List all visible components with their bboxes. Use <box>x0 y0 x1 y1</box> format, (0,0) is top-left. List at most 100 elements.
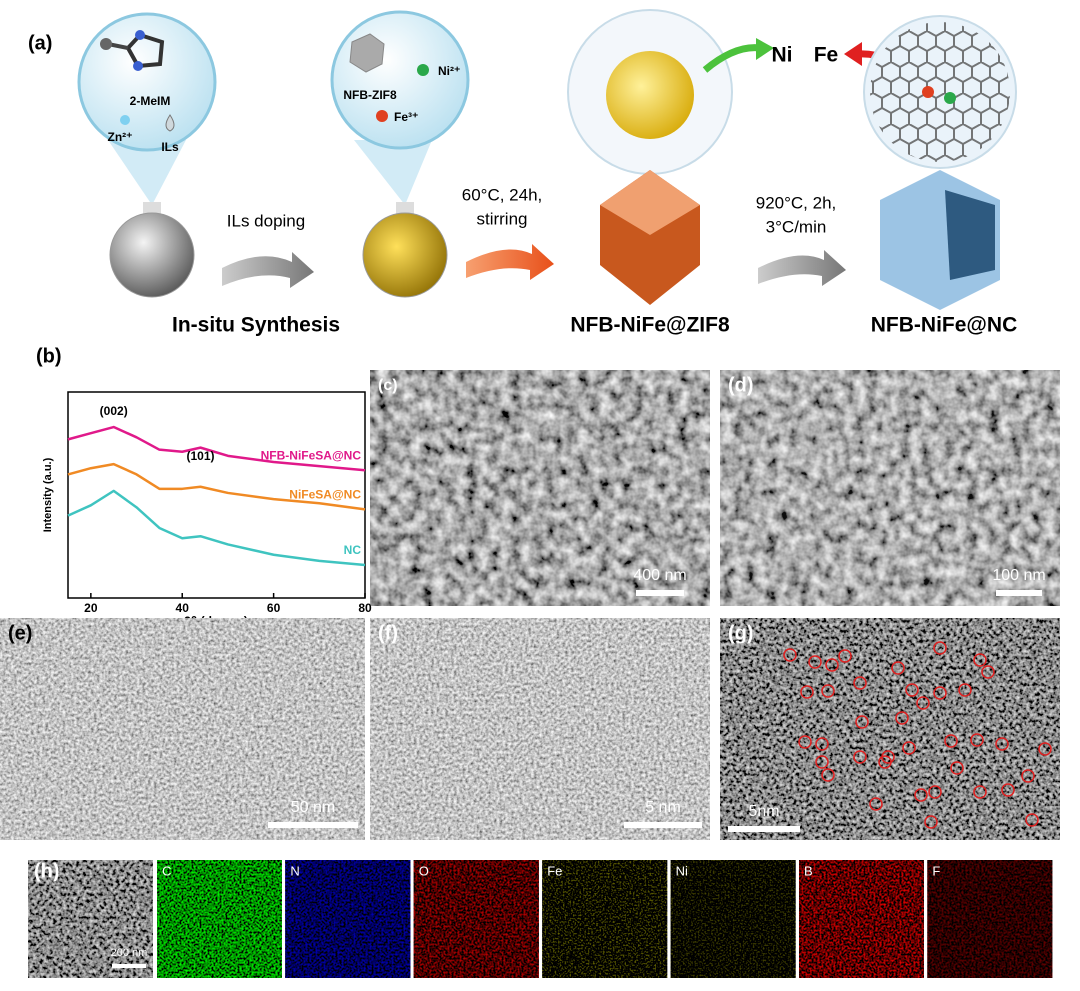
marker-circle <box>970 733 984 747</box>
eds-signal <box>799 860 924 978</box>
marker-circle <box>933 686 947 700</box>
marker-circle <box>821 684 835 698</box>
x-tick-label: 60 <box>267 601 281 615</box>
marker-circle <box>950 761 964 775</box>
step-label: stirring <box>476 209 527 228</box>
arrow <box>702 44 761 73</box>
ion <box>376 110 388 122</box>
ils-label: ILs <box>161 140 179 154</box>
eds-signal <box>670 860 796 978</box>
marker-circle <box>815 737 829 751</box>
marker-circle <box>933 641 947 655</box>
marker-circle <box>881 750 895 764</box>
marker-circle <box>914 788 928 802</box>
atom <box>922 86 934 98</box>
arrow-head <box>844 42 862 66</box>
marker-circle <box>853 676 867 690</box>
marker-circle <box>981 665 995 679</box>
stage-label: NFB-NiFe@NC <box>871 314 1017 337</box>
flask-neck <box>143 202 161 216</box>
marker-circle <box>838 649 852 663</box>
step-label: 3°C/min <box>766 217 827 236</box>
marker-circle <box>973 785 987 799</box>
panel-label: (e) <box>8 622 32 644</box>
marker-circle <box>783 648 797 662</box>
scale-bar <box>636 590 684 596</box>
bubble <box>330 10 470 150</box>
core <box>606 51 694 139</box>
eds-maps: C N O Fe Ni B F <box>157 860 1053 978</box>
ion <box>417 64 429 76</box>
eds-signal <box>285 860 411 978</box>
x-tick-label: 20 <box>84 601 98 615</box>
step-label: 60°C, 24h, <box>462 185 543 204</box>
panel-label: (h) <box>34 860 60 882</box>
zif-label: NFB-ZIF8 <box>343 88 397 102</box>
marker-circle <box>891 661 905 675</box>
ion-label: Zn²⁺ <box>108 130 133 144</box>
marker-circle <box>855 715 869 729</box>
panel-label: (g) <box>728 622 754 644</box>
panel-label: (d) <box>728 374 754 396</box>
scale-bar-label: 200 nm <box>111 947 148 959</box>
sem-image <box>370 370 710 606</box>
atom <box>944 92 956 104</box>
marker-circle <box>895 711 909 725</box>
step-label: 920°C, 2h, <box>756 193 837 212</box>
flask <box>109 212 195 298</box>
plot-frame <box>67 391 366 599</box>
element-label: Fe <box>547 863 562 878</box>
marker-circle <box>808 655 822 669</box>
marker-circle <box>1001 783 1015 797</box>
element-label: C <box>162 863 171 878</box>
scale-bar-label: 5nm <box>748 803 779 820</box>
ion <box>120 115 130 125</box>
scale-bar-label: 100 nm <box>992 567 1045 584</box>
single-atom-markers <box>783 641 1052 829</box>
drop <box>165 114 175 132</box>
panel-label: (c) <box>378 377 398 394</box>
stage-label: In-situ Synthesis <box>172 314 340 337</box>
scale-bar <box>112 964 146 968</box>
element-label: F <box>932 863 940 878</box>
x-tick-label: 40 <box>176 601 190 615</box>
marker-circle <box>924 815 938 829</box>
metal-label: Fe <box>814 44 839 67</box>
eds-signal <box>413 860 539 978</box>
marker-circle <box>928 785 942 799</box>
series-line <box>67 462 366 511</box>
marker-circle <box>902 741 916 755</box>
marker-circle <box>800 685 814 699</box>
scale-bar <box>268 822 358 828</box>
scale-bar <box>728 826 800 832</box>
element-label: N <box>290 863 299 878</box>
arrow-head <box>756 38 774 60</box>
marker-circle <box>944 734 958 748</box>
series-line <box>67 489 366 567</box>
scale-bar-label: 50 nm <box>291 799 335 816</box>
legend-entry: NC <box>344 543 362 557</box>
marker-circle <box>973 653 987 667</box>
y-axis-label: Intensity (a.u.) <box>42 457 54 532</box>
x-tick-label: 80 <box>358 601 372 615</box>
scale-bar <box>624 822 702 828</box>
cone <box>108 140 186 205</box>
marker-circle <box>825 658 839 672</box>
marker-circle <box>1038 742 1052 756</box>
annotation: (101) <box>186 449 214 463</box>
step-label: ILs doping <box>227 211 305 230</box>
marker-circle <box>958 683 972 697</box>
element-label: Ni <box>676 863 688 878</box>
scale-bar <box>996 590 1042 596</box>
annotation: (002) <box>100 404 128 418</box>
crystal-face <box>600 170 700 235</box>
marker-circle <box>995 737 1009 751</box>
tem-image <box>0 618 365 840</box>
marker-circle <box>821 768 835 782</box>
graphene <box>870 22 1010 162</box>
marker-circle <box>1025 813 1039 827</box>
scale-bar-label: 400 nm <box>633 567 686 584</box>
hrtem-image <box>370 618 710 840</box>
marker-circle <box>916 696 930 710</box>
